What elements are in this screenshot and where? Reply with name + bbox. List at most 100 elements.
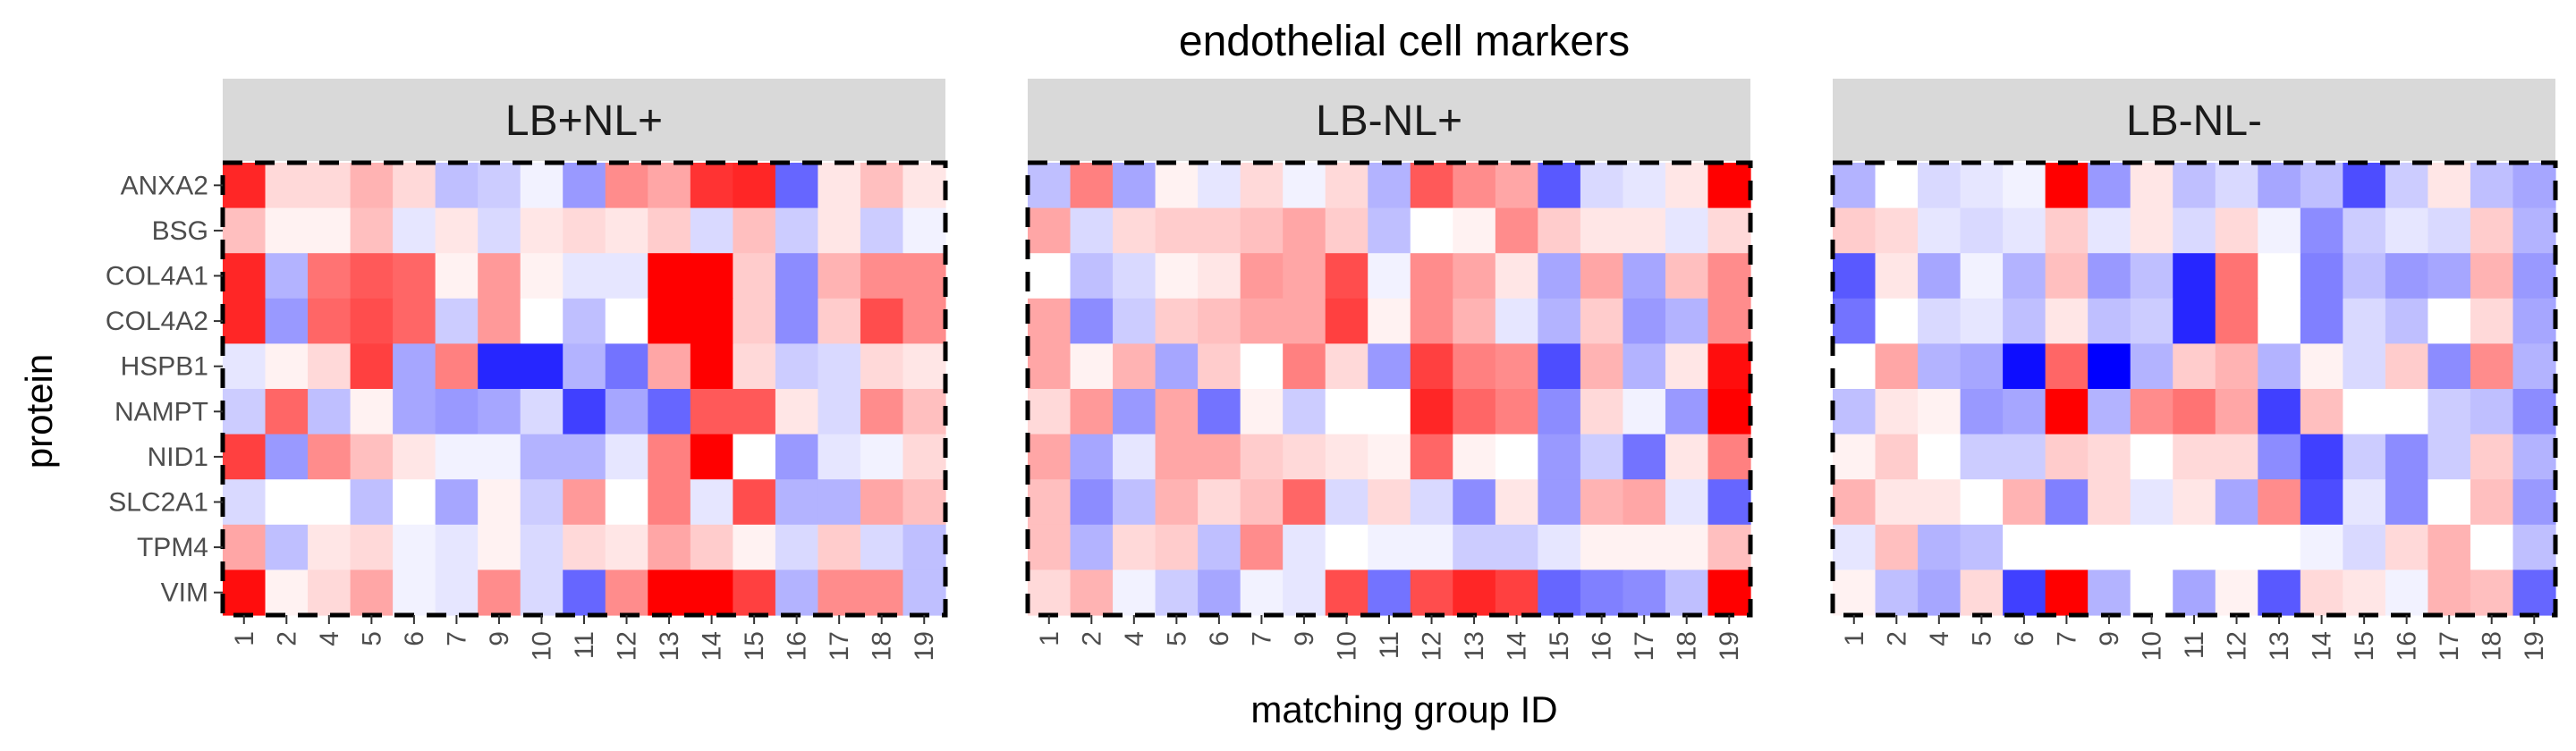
- heatmap-cell: [223, 479, 267, 526]
- x-tick-label: 12: [1418, 631, 1447, 661]
- heatmap-cell: [478, 298, 521, 344]
- heatmap-cell: [393, 163, 436, 209]
- heatmap-cell: [435, 389, 479, 435]
- heatmap-cell: [478, 524, 521, 570]
- heatmap-cell: [648, 389, 691, 435]
- y-tick-label: COL4A2: [106, 307, 208, 336]
- heatmap-cell: [902, 253, 946, 300]
- heatmap-cell: [308, 434, 352, 480]
- heatmap-cell: [2385, 570, 2429, 616]
- heatmap-cell: [1070, 163, 1114, 209]
- heatmap-cell: [1453, 524, 1496, 570]
- heatmap-cell: [860, 434, 904, 480]
- heatmap-cell: [1960, 479, 2004, 526]
- heatmap-cell: [1070, 253, 1114, 300]
- heatmap-cell: [1155, 479, 1199, 526]
- heatmap-cell: [2003, 163, 2046, 209]
- heatmap-cell: [1070, 524, 1114, 570]
- heatmap-cell: [2343, 570, 2386, 616]
- heatmap-cell: [1960, 524, 2004, 570]
- heatmap-cell: [1113, 570, 1157, 616]
- heatmap-cell: [733, 524, 776, 570]
- heatmap-cell: [308, 524, 352, 570]
- heatmap-cell: [1623, 343, 1666, 390]
- heatmap-cell: [2215, 570, 2258, 616]
- heatmap-cell: [860, 253, 904, 300]
- heatmap-cell: [1495, 479, 1538, 526]
- panel-border: [1025, 160, 1753, 618]
- heatmap-cell: [1155, 343, 1199, 390]
- heatmap-cell: [478, 434, 521, 480]
- heatmap-cell: [2300, 479, 2343, 526]
- heatmap-cell: [902, 343, 946, 390]
- y-axis-title: protein: [18, 354, 60, 468]
- heatmap-cell: [2130, 479, 2174, 526]
- heatmap-cell: [818, 570, 861, 616]
- heatmap-cell: [1240, 434, 1284, 480]
- heatmap-cell: [818, 207, 861, 254]
- heatmap-cell: [733, 207, 776, 254]
- heatmap-cell: [563, 434, 606, 480]
- x-tick-label: 6: [1205, 631, 1234, 646]
- heatmap-cell: [2512, 343, 2556, 390]
- heatmap-cell: [265, 570, 309, 616]
- panel-border: [1830, 160, 2558, 618]
- heatmap-cell: [478, 253, 521, 300]
- heatmap-cell: [1623, 298, 1666, 344]
- heatmap-cell: [2300, 389, 2343, 435]
- x-tick-label: 10: [2137, 631, 2166, 661]
- heatmap-cell: [1283, 389, 1326, 435]
- heatmap-cell: [1707, 389, 1751, 435]
- heatmap-cell: [435, 434, 479, 480]
- heatmap-cell: [1198, 298, 1241, 344]
- x-tick-label: 6: [400, 631, 429, 646]
- x-tick-label: 11: [2180, 631, 2209, 659]
- heatmap-cell: [775, 434, 819, 480]
- x-tick-label: 17: [825, 631, 854, 661]
- heatmap-cell: [1960, 207, 2004, 254]
- heatmap-cell: [818, 343, 861, 390]
- heatmap-cell: [2003, 343, 2046, 390]
- heatmap-cell: [2130, 343, 2174, 390]
- heatmap-cell: [1918, 298, 1962, 344]
- heatmap-cell: [1918, 343, 1962, 390]
- heatmap-cell: [2045, 343, 2089, 390]
- heatmap-cell: [1113, 298, 1157, 344]
- heatmap-cell: [1665, 434, 1709, 480]
- heatmap-cell: [2300, 570, 2343, 616]
- heatmap-cell: [1453, 163, 1496, 209]
- heatmap-cell: [1410, 434, 1453, 480]
- heatmap-cell: [2045, 163, 2089, 209]
- heatmap-cell: [2003, 207, 2046, 254]
- heatmap-cell: [2003, 253, 2046, 300]
- heatmap-cell: [1410, 253, 1453, 300]
- heatmap-cell: [2512, 524, 2556, 570]
- heatmap-cell: [1368, 389, 1411, 435]
- heatmap-cell: [350, 298, 394, 344]
- heatmap-cell: [2215, 524, 2258, 570]
- heatmap-cell: [1325, 343, 1368, 390]
- heatmap-cell: [2215, 434, 2258, 480]
- heatmap-cell: [1665, 298, 1709, 344]
- heatmap-cell: [2130, 298, 2174, 344]
- heatmap-cell: [2045, 298, 2089, 344]
- heatmap-cell: [1833, 253, 1877, 300]
- heatmap-cell: [350, 434, 394, 480]
- heatmap-cell: [1580, 253, 1624, 300]
- heatmap-cell: [1198, 434, 1241, 480]
- heatmap-cell: [818, 163, 861, 209]
- heatmap-cell: [2045, 524, 2089, 570]
- heatmap-cell: [1538, 343, 1581, 390]
- heatmap-cell: [393, 434, 436, 480]
- heatmap-cell: [563, 389, 606, 435]
- x-tick-label: 9: [485, 631, 514, 646]
- heatmap-cell: [393, 253, 436, 300]
- heatmap-cell: [733, 434, 776, 480]
- x-tick-label: 14: [1503, 631, 1532, 661]
- heatmap-cell: [520, 524, 564, 570]
- heatmap-cell: [1918, 253, 1962, 300]
- heatmap-cell: [2385, 343, 2429, 390]
- heatmap-cell: [1325, 570, 1368, 616]
- heatmap-cell: [223, 434, 267, 480]
- heatmap-cell: [2173, 253, 2216, 300]
